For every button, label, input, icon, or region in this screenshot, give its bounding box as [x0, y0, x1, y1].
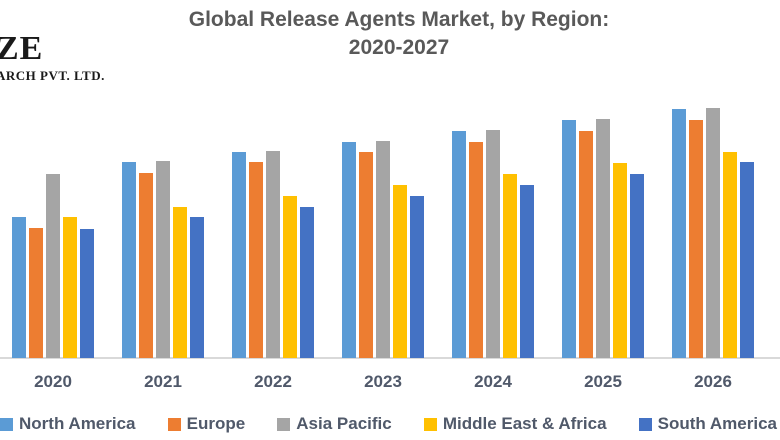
x-axis-label-2022: 2022: [254, 372, 292, 391]
x-axis-label-2021: 2021: [144, 372, 182, 391]
bar-middle-east-africa-2022: [283, 196, 297, 358]
bar-middle-east-africa-2025: [613, 163, 627, 358]
bar-middle-east-africa-2020: [63, 217, 77, 358]
x-axis-label-2020: 2020: [34, 372, 72, 391]
bar-south-america-2021: [190, 217, 204, 358]
bar-europe-2021: [139, 173, 153, 358]
bar-asia-pacific-2025: [596, 119, 610, 358]
chart-title-line1: Global Release Agents Market, by Region:: [188, 8, 610, 31]
bar-south-america-2023: [410, 196, 424, 358]
bar-north-america-2023: [342, 142, 356, 358]
bar-south-america-2020: [80, 229, 94, 358]
legend-item-middle-east-africa: Middle East & Africa: [423, 414, 607, 434]
legend-swatch-asia-pacific: [277, 417, 291, 431]
legend-item-north-america: North America: [0, 414, 136, 434]
logo-text-small: ARCH PVT. LTD.: [0, 68, 105, 83]
bar-middle-east-africa-2026: [723, 152, 737, 358]
bar-north-america-2020: [12, 217, 26, 358]
bar-north-america-2024: [452, 131, 466, 358]
x-axis-label-2024: 2024: [474, 372, 512, 391]
legend-item-asia-pacific: Asia Pacific: [277, 414, 392, 434]
bar-asia-pacific-2022: [266, 151, 280, 358]
bar-asia-pacific-2023: [376, 141, 390, 358]
legend-label-south-america: South America: [657, 414, 777, 433]
bar-south-america-2024: [520, 185, 534, 358]
bar-europe-2022: [249, 162, 263, 358]
x-axis-label-2026: 2026: [694, 372, 732, 391]
bar-europe-2026: [689, 120, 703, 358]
chart-title-line2: 2020-2027: [348, 36, 450, 59]
legend-item-europe: Europe: [167, 414, 246, 434]
x-axis-label-2025: 2025: [584, 372, 622, 391]
bar-europe-2024: [469, 142, 483, 358]
bar-asia-pacific-2024: [486, 130, 500, 358]
bar-europe-2025: [579, 131, 593, 358]
legend-item-south-america: South America: [638, 414, 777, 434]
legend-label-middle-east-africa: Middle East & Africa: [442, 414, 607, 433]
company-logo: ZE ARCH PVT. LTD.: [0, 30, 105, 83]
bar-middle-east-africa-2021: [173, 207, 187, 358]
logo-text-large: ZE: [0, 30, 44, 67]
legend-swatch-south-america: [638, 417, 652, 431]
bar-south-america-2025: [630, 174, 644, 358]
bar-north-america-2021: [122, 162, 136, 358]
bar-north-america-2022: [232, 152, 246, 358]
legend-label-asia-pacific: Asia Pacific: [296, 414, 392, 433]
bar-middle-east-africa-2024: [503, 174, 517, 358]
legend-label-europe: Europe: [186, 414, 246, 433]
x-axis-line: [0, 357, 780, 359]
bar-asia-pacific-2026: [706, 108, 720, 358]
bar-south-america-2026: [740, 162, 754, 358]
bar-asia-pacific-2021: [156, 161, 170, 358]
bar-asia-pacific-2020: [46, 174, 60, 358]
bar-south-america-2022: [300, 207, 314, 358]
legend: North America Europe Asia Pacific Middle Ea…: [0, 413, 777, 435]
chart-title: Global Release Agents Market, by Region:…: [20, 6, 778, 62]
bar-middle-east-africa-2023: [393, 185, 407, 358]
legend-label-north-america: North America: [19, 414, 136, 433]
bar-europe-2020: [29, 228, 43, 358]
legend-swatch-middle-east-africa: [423, 417, 437, 431]
bar-north-america-2025: [562, 120, 576, 358]
x-axis-label-2023: 2023: [364, 372, 402, 391]
legend-swatch-north-america: [0, 417, 13, 431]
bar-north-america-2026: [672, 109, 686, 358]
bar-europe-2023: [359, 152, 373, 358]
legend-swatch-europe: [167, 417, 181, 431]
